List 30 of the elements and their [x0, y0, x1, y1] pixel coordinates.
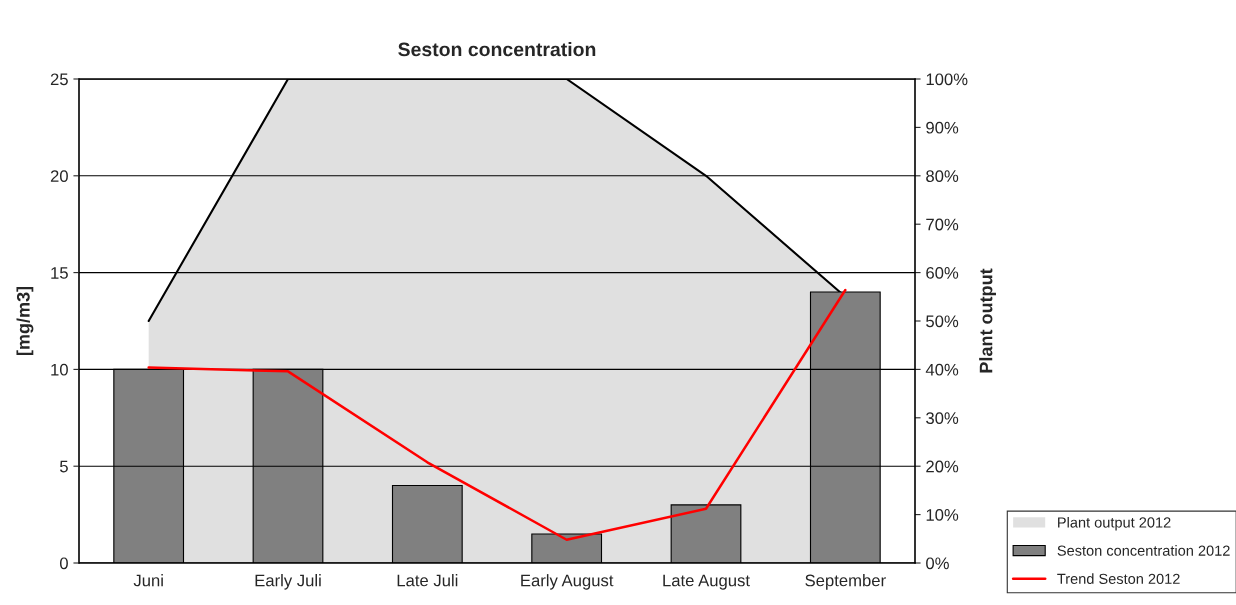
line-series [147, 288, 847, 542]
x-tick-label: September [805, 574, 886, 590]
y2-tick-label: 90% [926, 121, 959, 134]
y2-tick-label: 60% [926, 267, 959, 279]
y-axis-title: [mg/m3] [16, 286, 34, 356]
y-tick-label: 0 [59, 557, 68, 570]
x-tick-label: Early Juli [255, 574, 321, 590]
x-tick-label: Juni [133, 574, 163, 587]
y-tick-label: 10 [51, 363, 68, 376]
y2-tick-label: 100% [926, 73, 968, 86]
x-tick-label: Late Juli [397, 574, 458, 587]
y2-tick-label: 10% [926, 509, 959, 521]
y2-tick-label: 80% [926, 170, 959, 182]
y2-axis-title: Plant output [979, 268, 996, 373]
y2-tick-label: 40% [925, 363, 959, 376]
y-tick-label: 25 [50, 73, 68, 86]
y-tick-label: 5 [59, 460, 68, 473]
legend-label: Seston concentration 2012 [1057, 545, 1230, 556]
y2-tick-label: 70% [926, 218, 959, 231]
x-tick-label: Late August [663, 574, 750, 590]
y2-tick-label: 0% [926, 557, 949, 570]
y2-tick-label: 30% [926, 412, 959, 424]
legend-label: Trend Seston 2012 [1057, 573, 1180, 584]
x-tick-label: Early August [521, 574, 614, 590]
y2-tick-label: 50% [926, 315, 959, 328]
legend-label: Plant output 2012 [1058, 516, 1171, 531]
chart-title: Seston concentration [398, 42, 596, 57]
y2-tick-label: 20% [926, 460, 959, 473]
y-tick-label: 15 [51, 267, 68, 279]
y-tick-label: 20 [50, 170, 68, 182]
